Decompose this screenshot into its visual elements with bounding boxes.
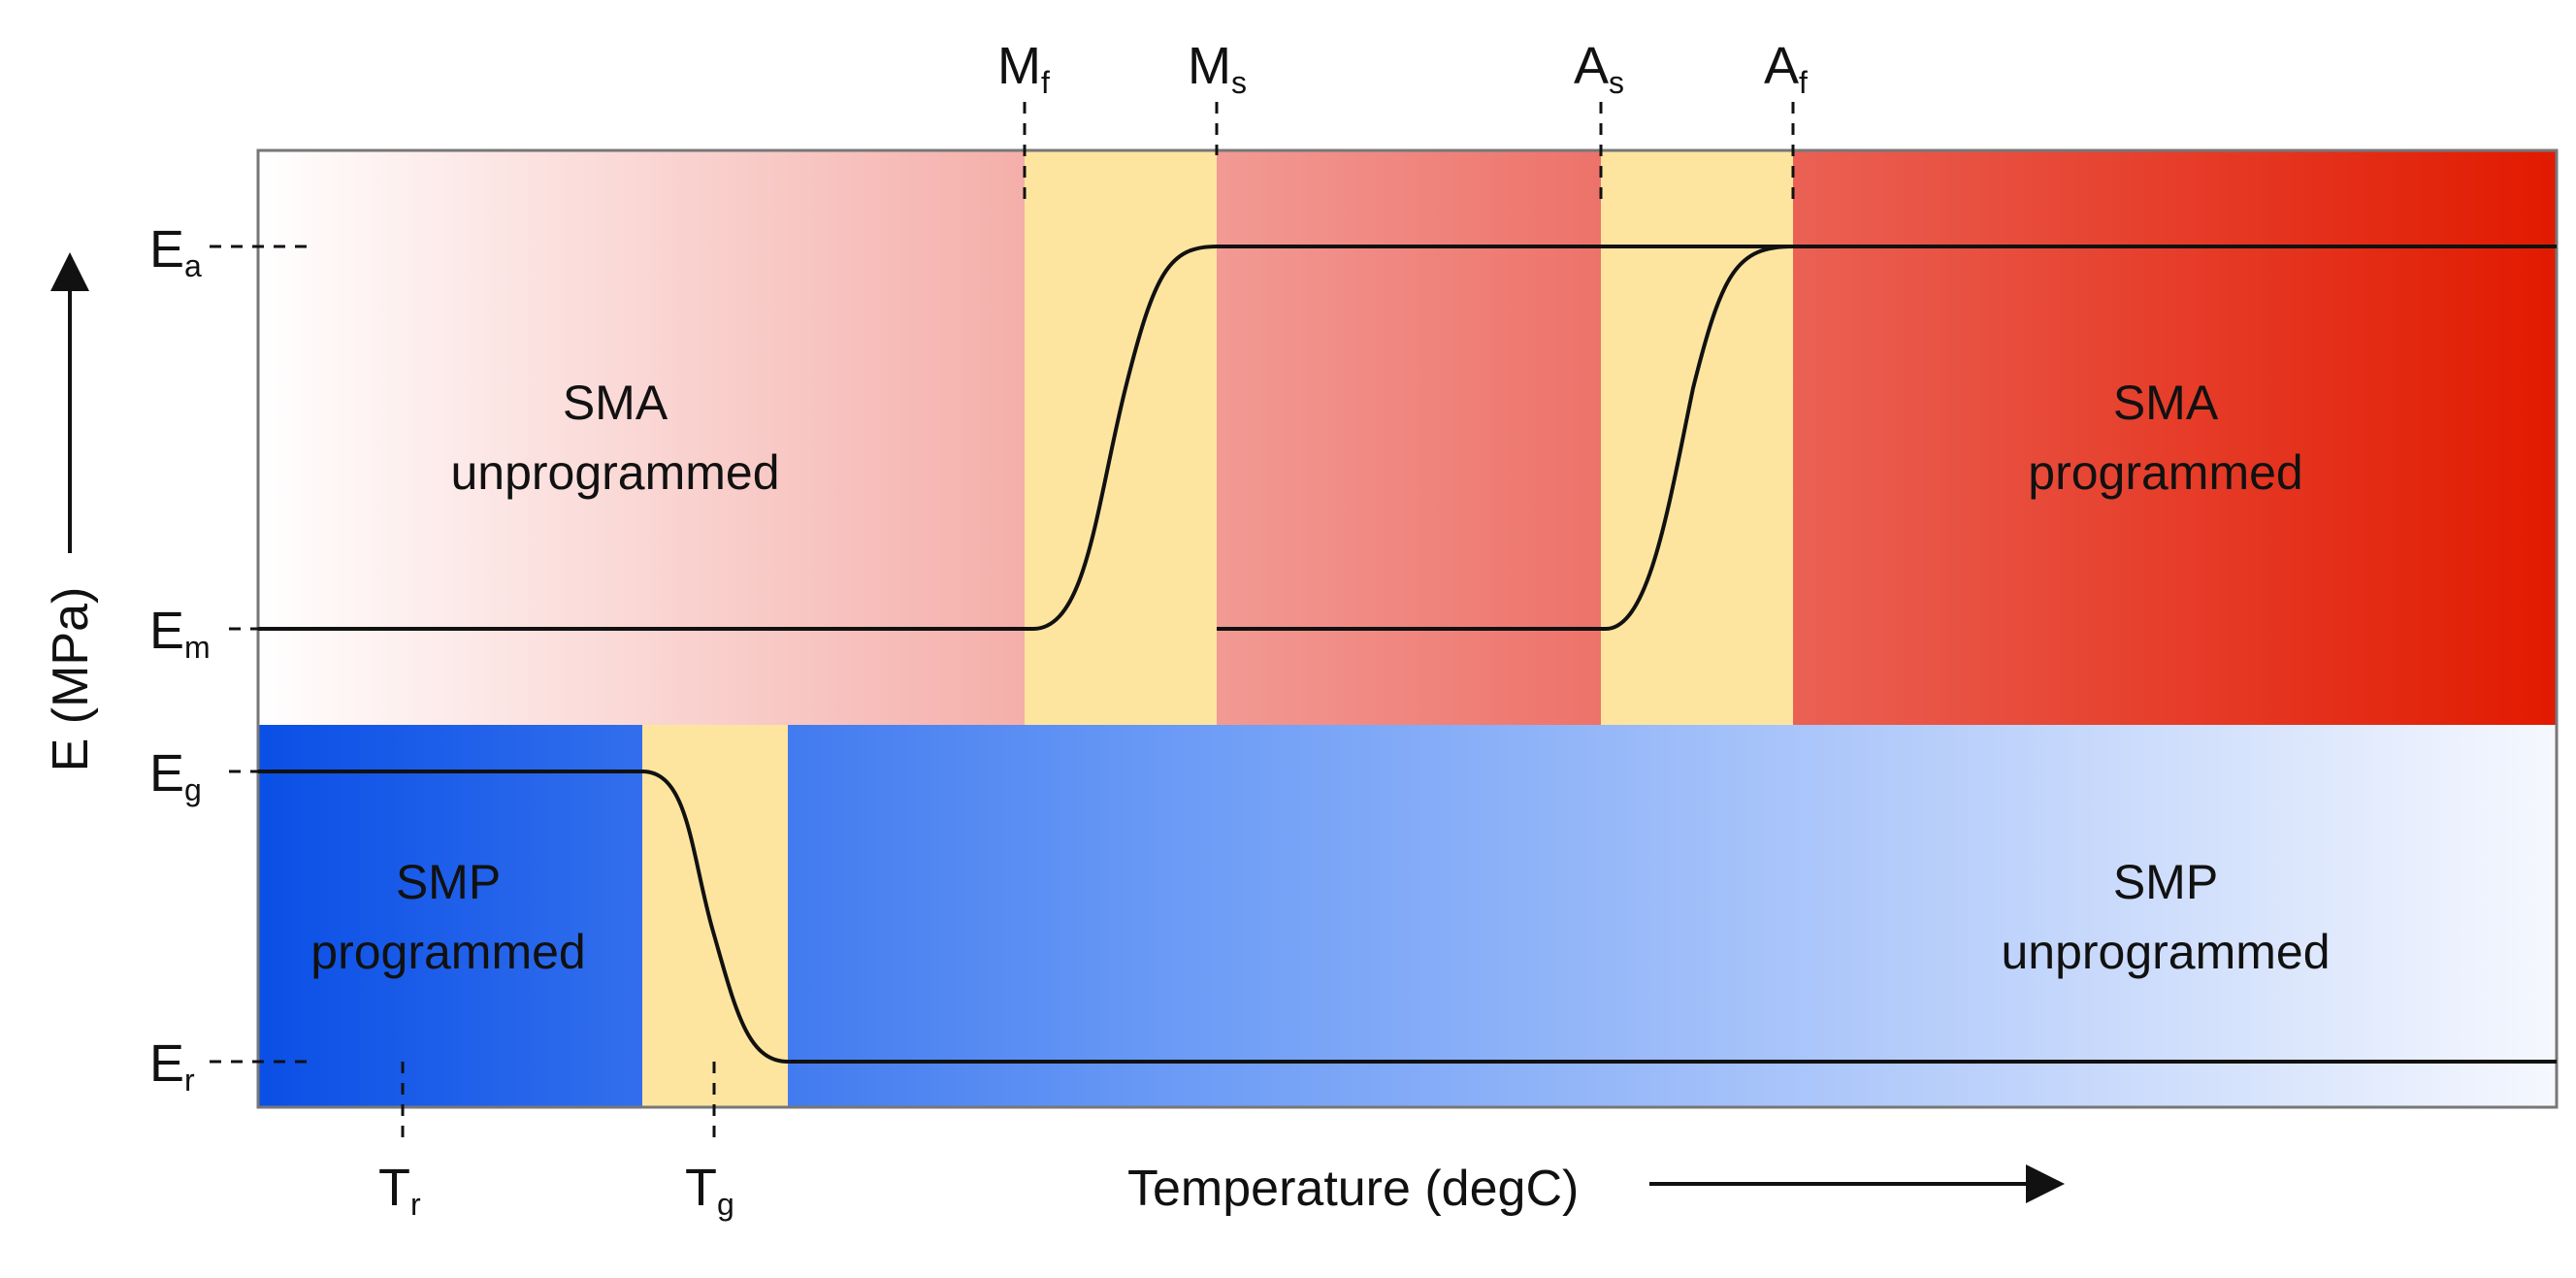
region-sma-unprogrammed-line2: unprogrammed — [450, 445, 779, 500]
label-Mf: Mf — [997, 37, 1050, 100]
label-Eg: Eg — [149, 744, 202, 807]
sma-heating-curve — [258, 245, 2557, 631]
region-sma-unprogrammed-line1: SMA — [563, 376, 668, 430]
label-Ea: Ea — [149, 220, 202, 283]
label-Tg: Tg — [685, 1159, 734, 1222]
martensite-transition-zone — [1025, 150, 1217, 725]
label-Ms: Ms — [1188, 37, 1247, 100]
austenite-transition-zone — [1601, 150, 1793, 725]
region-smp-unprogrammed-line2: unprogrammed — [2001, 925, 2330, 979]
region-sma-programmed-line1: SMA — [2113, 376, 2219, 430]
region-sma-programmed-line2: programmed — [2028, 445, 2302, 500]
region-smp-unprogrammed-line1: SMP — [2113, 855, 2218, 909]
region-smp-programmed-line2: programmed — [310, 925, 585, 979]
region-smp-programmed-line1: SMP — [396, 855, 501, 909]
label-Af: Af — [1764, 37, 1808, 100]
sma-band — [258, 150, 2557, 725]
label-Em: Em — [149, 602, 211, 665]
sma-austenite-curve — [1217, 245, 1794, 631]
y-axis-label: E (MPa) — [43, 587, 99, 772]
glass-transition-zone — [642, 725, 788, 1107]
label-Tr: Tr — [378, 1159, 421, 1222]
label-Er: Er — [149, 1034, 195, 1098]
modulus-ticks — [210, 245, 310, 1064]
x-axis-label: Temperature (degC) — [1127, 1161, 1579, 1217]
smp-modulus-curve — [258, 770, 2557, 1064]
smp-band — [258, 725, 2557, 1107]
temperature-ticks — [401, 102, 1795, 1145]
label-As: As — [1574, 37, 1624, 100]
